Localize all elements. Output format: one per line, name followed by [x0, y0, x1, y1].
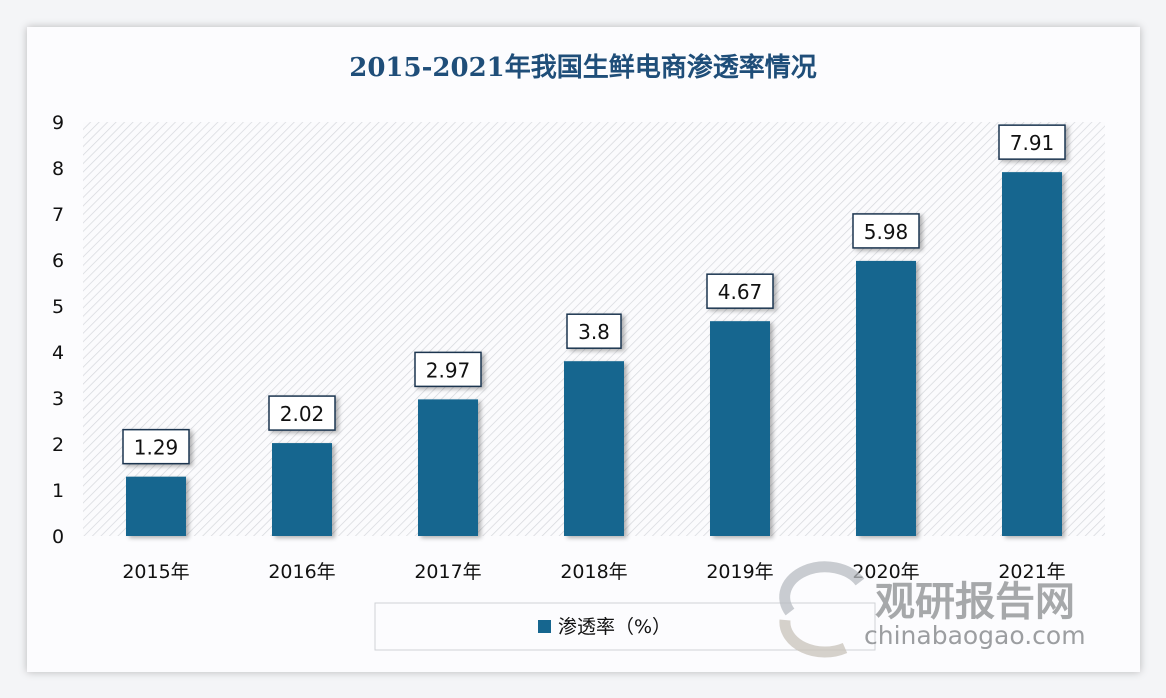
data-label-box — [122, 428, 190, 465]
bar — [856, 260, 916, 536]
bar — [710, 321, 770, 536]
legend: 渗透率（%） — [374, 602, 876, 651]
data-label-box — [414, 351, 482, 388]
data-label: 7.91 — [1010, 131, 1055, 155]
watermark-logo-icon — [779, 561, 865, 616]
x-tick-label: 2015年 — [122, 561, 189, 583]
x-tick-label: 2018年 — [560, 561, 627, 583]
data-label: 5.98 — [864, 220, 909, 244]
data-label-box — [566, 313, 622, 349]
bar — [564, 361, 624, 536]
watermark-cn: 观研报告网 — [875, 579, 1075, 625]
data-label: 4.67 — [718, 280, 763, 304]
x-tick-label: 2020年 — [852, 561, 919, 583]
y-tick-label: 3 — [52, 388, 64, 410]
y-tick-label: 4 — [52, 342, 64, 364]
y-tick-label: 2 — [52, 434, 64, 456]
data-label: 2.02 — [280, 402, 325, 426]
bar — [126, 476, 186, 536]
y-tick-label: 7 — [52, 204, 64, 226]
data-label-box — [268, 395, 336, 431]
data-label: 3.8 — [578, 320, 610, 344]
y-tick-label: 5 — [52, 296, 64, 318]
bar — [272, 443, 332, 536]
x-tick-label: 2017年 — [414, 561, 481, 583]
legend-swatch — [538, 620, 551, 633]
watermark: 观研报告网 chinabaogao.com — [779, 561, 1086, 658]
x-tick-label: 2021年 — [998, 561, 1065, 583]
legend-label: 渗透率（%） — [558, 616, 671, 638]
data-label-box — [706, 273, 774, 309]
y-tick-label: 9 — [52, 112, 64, 134]
data-label-box — [998, 124, 1066, 160]
legend-box — [374, 602, 876, 651]
bar — [1002, 172, 1062, 536]
data-label: 2.97 — [426, 358, 471, 382]
x-tick-label: 2016年 — [268, 561, 335, 583]
x-tick-label: 2019年 — [706, 561, 773, 583]
y-tick-label: 1 — [52, 480, 64, 502]
data-label-box — [852, 213, 920, 249]
data-label: 1.29 — [134, 436, 179, 460]
bar — [418, 399, 478, 536]
watermark-en: chinabaogao.com — [864, 621, 1086, 650]
chart-title: 2015-2021年我国生鲜电商渗透率情况 — [349, 52, 817, 83]
y-tick-label: 8 — [52, 158, 64, 180]
y-tick-label: 0 — [52, 526, 64, 548]
y-tick-label: 6 — [52, 250, 64, 272]
